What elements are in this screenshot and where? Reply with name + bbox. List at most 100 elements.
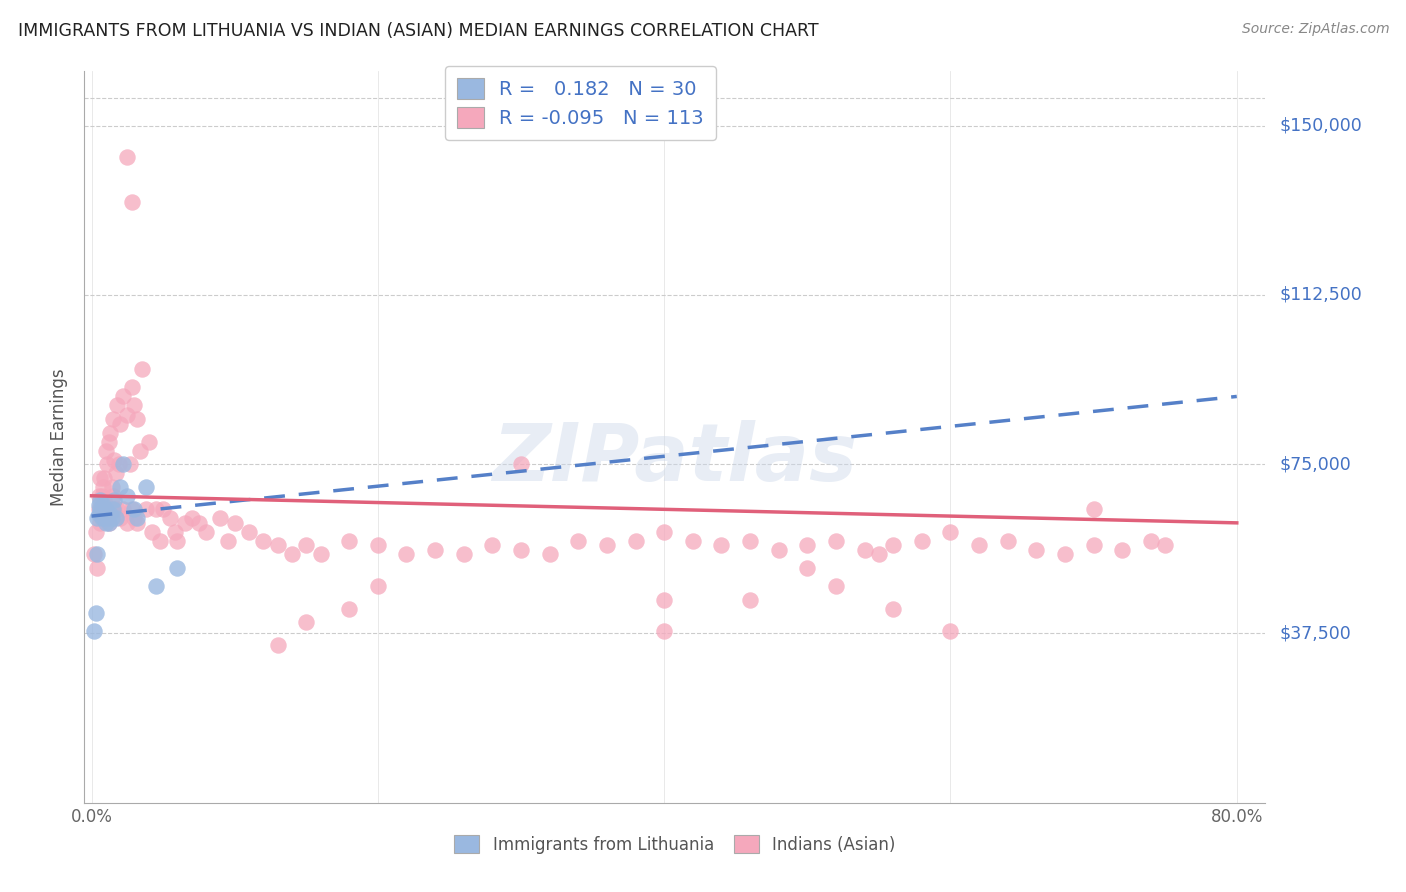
Point (652, 524, 675, 539)
Point (567, 533, 589, 548)
Point (96, 511, 118, 525)
Point (624, 533, 647, 548)
Point (86, 511, 108, 525)
Point (98, 425, 121, 440)
Point (967, 538, 990, 552)
Point (89, 502, 111, 516)
Text: $37,500: $37,500 (1279, 624, 1351, 642)
Point (738, 533, 761, 548)
Point (367, 579, 389, 593)
Point (1053, 548, 1076, 562)
Point (217, 533, 239, 548)
Point (145, 502, 167, 516)
Point (87, 502, 110, 516)
Point (105, 502, 128, 516)
Point (1154, 538, 1177, 552)
Point (238, 524, 260, 539)
Point (395, 548, 418, 562)
Point (710, 538, 733, 552)
Point (166, 561, 188, 575)
Point (796, 538, 818, 552)
Text: $150,000: $150,000 (1279, 117, 1362, 135)
Point (104, 511, 127, 525)
Point (129, 443, 152, 458)
Point (111, 389, 134, 403)
Point (209, 511, 232, 525)
Point (163, 524, 186, 539)
Point (96, 511, 118, 525)
Point (86, 548, 108, 562)
Point (853, 543, 876, 558)
Point (94, 516, 117, 530)
Point (111, 502, 134, 516)
Point (101, 412, 124, 426)
Point (117, 516, 139, 530)
Point (187, 516, 209, 530)
Point (510, 457, 533, 471)
Point (90, 489, 112, 503)
Point (127, 511, 149, 525)
Point (121, 502, 143, 516)
Point (94, 502, 117, 516)
Point (127, 412, 149, 426)
Point (91, 507, 114, 521)
Point (117, 489, 139, 503)
Point (117, 408, 139, 422)
Point (266, 538, 288, 552)
Point (90, 502, 112, 516)
Point (152, 502, 174, 516)
Point (127, 516, 149, 530)
Point (84, 606, 107, 620)
Point (107, 457, 129, 471)
Point (124, 399, 146, 413)
Point (120, 457, 142, 471)
Point (97, 434, 120, 449)
Point (87, 498, 110, 512)
Point (84, 524, 107, 539)
Point (652, 624, 675, 639)
Point (224, 516, 246, 530)
Point (1111, 543, 1133, 558)
Point (481, 538, 503, 552)
Point (83, 624, 105, 639)
Point (103, 502, 125, 516)
Text: ZIPatlas: ZIPatlas (492, 420, 858, 498)
Point (682, 533, 704, 548)
Point (882, 601, 904, 615)
Point (90, 502, 112, 516)
Point (173, 516, 195, 530)
Point (295, 538, 318, 552)
Point (86, 561, 108, 575)
Point (100, 511, 122, 525)
Text: $75,000: $75,000 (1279, 455, 1351, 473)
Point (141, 524, 163, 539)
Point (89, 516, 111, 530)
Point (868, 548, 890, 562)
Point (91, 511, 114, 525)
Point (423, 543, 446, 558)
Legend: Immigrants from Lithuania, Indians (Asian): Immigrants from Lithuania, Indians (Asia… (447, 829, 903, 860)
Point (195, 524, 218, 539)
Point (101, 489, 124, 503)
Point (98, 507, 121, 521)
Text: IMMIGRANTS FROM LITHUANIA VS INDIAN (ASIAN) MEDIAN EARNINGS CORRELATION CHART: IMMIGRANTS FROM LITHUANIA VS INDIAN (ASI… (18, 22, 818, 40)
Point (939, 524, 962, 539)
Point (94, 502, 117, 516)
Point (124, 502, 146, 516)
Point (87, 489, 110, 503)
Point (510, 543, 533, 558)
Point (93, 493, 115, 508)
Point (87, 507, 110, 521)
Point (149, 533, 172, 548)
Point (105, 399, 128, 413)
Point (91, 498, 114, 512)
Point (108, 511, 131, 525)
Point (911, 533, 934, 548)
Point (997, 533, 1019, 548)
Point (93, 511, 115, 525)
Point (101, 502, 124, 516)
Point (90, 511, 112, 525)
Point (97, 516, 120, 530)
Point (117, 150, 139, 164)
Point (652, 592, 675, 607)
